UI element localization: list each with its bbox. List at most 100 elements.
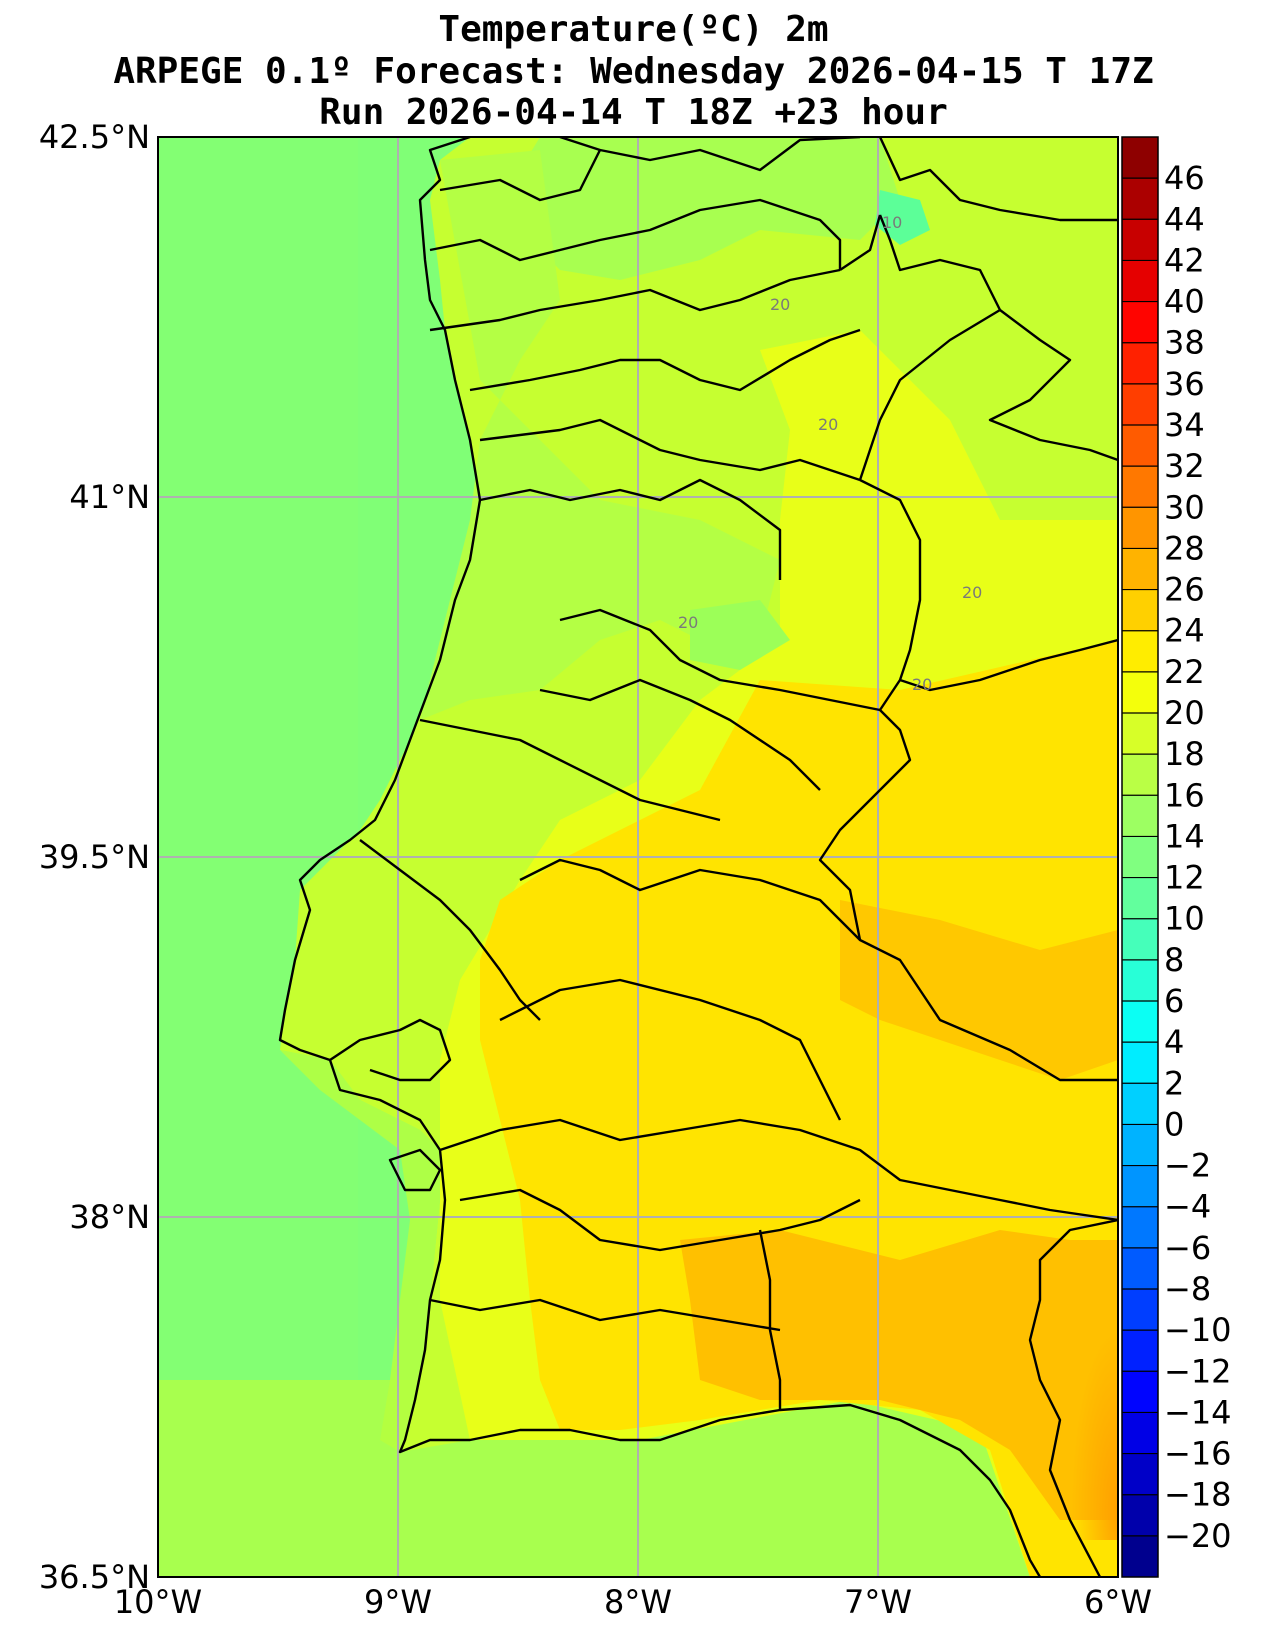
colorbar-label: 28 [1164, 529, 1205, 567]
colorbar-segment [1122, 1330, 1158, 1372]
colorbar-frame [1121, 136, 1159, 1578]
colorbar-segment [1122, 507, 1158, 549]
chart-subtitle: ARPEGE 0.1º Forecast: Wednesday 2026-04-… [113, 51, 1154, 92]
contour-label: 20 [770, 295, 790, 314]
colorbar-segment [1122, 1165, 1158, 1208]
northern-border [439, 137, 1118, 222]
colorbar-label: −6 [1164, 1229, 1211, 1267]
colorbar-segment [1122, 795, 1158, 837]
colorbar-segment [1122, 260, 1158, 303]
lat-tick-label: 39.5°N [39, 838, 150, 876]
hot-east-region [840, 900, 1118, 1080]
lon-tick-label: 9°W [364, 1583, 432, 1621]
colorbar-label: −20 [1164, 1517, 1232, 1555]
contour-label: 20 [962, 583, 982, 602]
colorbar-segment [1122, 959, 1158, 1002]
colorbar-label: 46 [1164, 159, 1205, 197]
colorbar-label: 10 [1164, 900, 1205, 938]
colorbar-segment [1122, 1124, 1158, 1167]
colorbar-segment [1122, 1412, 1158, 1455]
colorbar-segment [1122, 630, 1158, 673]
lat-tick-label: 42.5°N [39, 118, 150, 156]
colorbar-label: −10 [1164, 1311, 1232, 1349]
colorbar-segment [1122, 1206, 1158, 1249]
colorbar-label: −16 [1164, 1435, 1232, 1473]
colorbar-label: 24 [1164, 612, 1205, 650]
run-info: Run 2026-04-14 T 18Z +23 hour [319, 92, 948, 133]
mountain-cool-patch [690, 600, 790, 670]
lon-tick-label: 6°W [1084, 1583, 1152, 1621]
colorbar-segment [1122, 342, 1158, 385]
lon-tick-label: 8°W [604, 1583, 672, 1621]
colorbar-segment [1122, 178, 1158, 220]
lat-tick-label: 36.5°N [39, 1558, 150, 1596]
colorbar-segment [1122, 713, 1158, 755]
colorbar-label: 2 [1164, 1064, 1184, 1102]
colorbar-label: 22 [1164, 653, 1205, 691]
cool-coast-strip [420, 150, 780, 720]
colorbar-label: 16 [1164, 776, 1205, 814]
colorbar-segment [1122, 836, 1158, 879]
colorbar-label: 6 [1164, 982, 1184, 1020]
colorbar-segment [1122, 918, 1158, 961]
colorbar-label: 34 [1164, 406, 1205, 444]
spain-border [818, 478, 1118, 1577]
colorbar-label: 8 [1164, 941, 1184, 979]
colorbar-label: 32 [1164, 447, 1205, 485]
colorbar-label: 36 [1164, 365, 1205, 403]
colorbar-label: 18 [1164, 735, 1205, 773]
lat-tick-label: 38°N [69, 1198, 150, 1236]
contour-label: 20 [912, 675, 932, 694]
colorbar-label: −4 [1164, 1188, 1211, 1226]
colorbar-label: 14 [1164, 817, 1205, 855]
eastern-border [839, 214, 1118, 481]
colorbar-segment [1122, 1494, 1158, 1537]
coastline [278, 137, 1042, 1577]
colorbar-segment [1122, 301, 1158, 344]
colorbar-label: −2 [1164, 1147, 1211, 1185]
colorbar-segment [1122, 548, 1158, 591]
plot-frame [157, 136, 1119, 1578]
latitude-axis: 36.5°N 38°N 39.5°N 41°N 42.5°N [39, 118, 150, 1596]
contour-label: 10 [882, 213, 902, 232]
estuary-tejo [329, 1018, 452, 1082]
colorbar-label: −14 [1164, 1393, 1232, 1431]
colorbar-segment [1122, 1042, 1158, 1084]
district-borders-south [359, 839, 1118, 1410]
colorbar-label: −18 [1164, 1476, 1232, 1514]
district-borders-north [419, 198, 881, 822]
colorbar-segment [1122, 877, 1158, 920]
colorbar-segment [1122, 219, 1158, 261]
colorbar-segment [1122, 1535, 1158, 1578]
estuary-sado [388, 1148, 442, 1192]
colorbar-label: −8 [1164, 1270, 1211, 1308]
colorbar-label: 26 [1164, 571, 1205, 609]
colorbar-segment [1122, 1247, 1158, 1290]
hottest-southeast [1040, 1240, 1118, 1540]
cold-peak-region [875, 190, 930, 245]
colorbar-segment [1122, 1001, 1158, 1043]
colorbar-label: 30 [1164, 488, 1205, 526]
colorbar-segment [1122, 671, 1158, 714]
colorbar-segment [1122, 1371, 1158, 1413]
contour-label: 20 [678, 613, 698, 632]
colorbar-segment [1122, 1083, 1158, 1125]
colorbar-segment [1122, 137, 1158, 179]
hot-south-region [680, 1230, 1118, 1520]
lon-tick-label: 7°W [844, 1583, 912, 1621]
contour-labels: 10 20 20 20 20 20 [678, 213, 982, 694]
chart-title: Temperature(ºC) 2m [438, 9, 829, 50]
colorbar-label: 12 [1164, 859, 1205, 897]
colorbar-label: 4 [1164, 1023, 1184, 1061]
borders [278, 137, 1118, 1577]
colorbar-label: 42 [1164, 241, 1205, 279]
colorbar-segment [1122, 754, 1158, 796]
colorbar-segment [1122, 466, 1158, 508]
lon-tick-label: 10°W [114, 1583, 202, 1621]
colorbar: 4644424038363432302826242220181614121086… [1121, 136, 1232, 1578]
contour-label: 20 [818, 415, 838, 434]
colorbar-segment [1122, 383, 1158, 426]
colorbar-label: −12 [1164, 1352, 1232, 1390]
colorbar-label: 44 [1164, 200, 1205, 238]
